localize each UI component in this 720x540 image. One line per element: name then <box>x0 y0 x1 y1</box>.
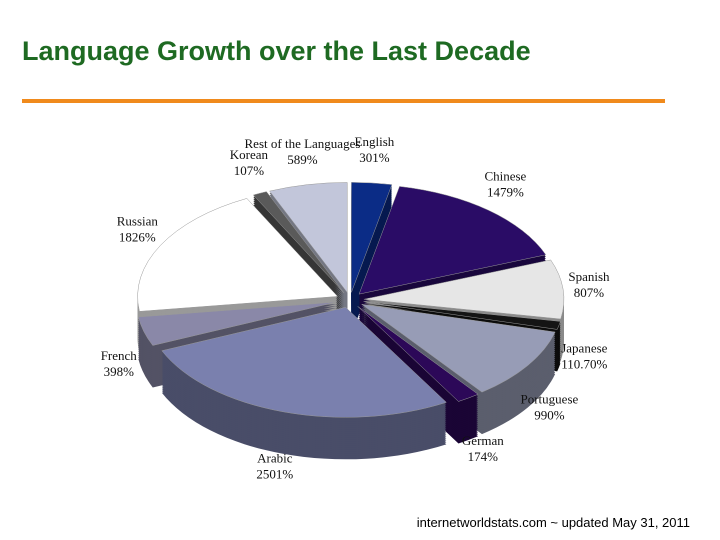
slice-label: Spanish 807% <box>568 269 610 300</box>
slice-value: 398% <box>104 364 135 379</box>
pie-slice <box>137 198 339 312</box>
slice-value: 589% <box>287 152 318 167</box>
slice-side <box>363 303 561 332</box>
slice-label: Rest of the Languages 589% <box>245 136 361 167</box>
slice-label: Japanese 110.70% <box>561 340 607 371</box>
slice-label: French 398% <box>101 348 138 379</box>
slice-name: French <box>101 348 138 363</box>
slice-name: Korean <box>230 147 269 162</box>
pie-slice <box>357 306 479 402</box>
slice-name: Chinese <box>484 169 526 184</box>
slice-value: 107% <box>234 163 265 178</box>
slice-name: Russian <box>117 214 159 229</box>
slice-name: Arabic <box>257 450 293 465</box>
source-note: internetworldstats.com ~ updated May 31,… <box>417 515 690 530</box>
slice-value: 174% <box>468 449 499 464</box>
slice-value: 1826% <box>119 230 156 245</box>
slice-label: Chinese 1479% <box>484 169 526 200</box>
slice-value: 1479% <box>487 185 524 200</box>
pie-slice <box>161 307 447 418</box>
slice-label: German 174% <box>462 433 504 464</box>
pie-slice <box>363 301 561 330</box>
pie-slice <box>252 191 345 294</box>
slice-label: Portuguese 990% <box>521 391 579 422</box>
slice-name: German <box>462 433 504 448</box>
pie-slice <box>363 259 565 320</box>
slice-name: English <box>355 134 395 149</box>
slice-label: English 301% <box>355 134 395 165</box>
slice-label: Russian 1826% <box>117 214 159 245</box>
pie-slice <box>351 182 393 293</box>
pie-slice <box>361 304 556 393</box>
slice-name: Rest of the Languages <box>245 136 361 151</box>
slice-value: 2501% <box>256 466 293 481</box>
pie-chart: English 301% Chinese 1479% Spanish 807% Japane… <box>101 134 610 482</box>
slice-name: Japanese <box>561 340 607 355</box>
slice-name: Spanish <box>568 269 610 284</box>
slice-value: 301% <box>359 150 390 165</box>
slice-value: 807% <box>574 285 605 300</box>
slice-name: Portuguese <box>521 391 579 406</box>
slide-title: Language Growth over the Last Decade <box>22 36 531 66</box>
slice-value: 110.70% <box>561 356 607 371</box>
pie-slice <box>138 301 337 346</box>
slice-label: Arabic 2501% <box>256 450 293 481</box>
pie-slice <box>269 182 348 294</box>
pie-slice <box>358 186 547 295</box>
slice-value: 990% <box>534 407 565 422</box>
slice-label: Korean 107% <box>230 147 269 178</box>
